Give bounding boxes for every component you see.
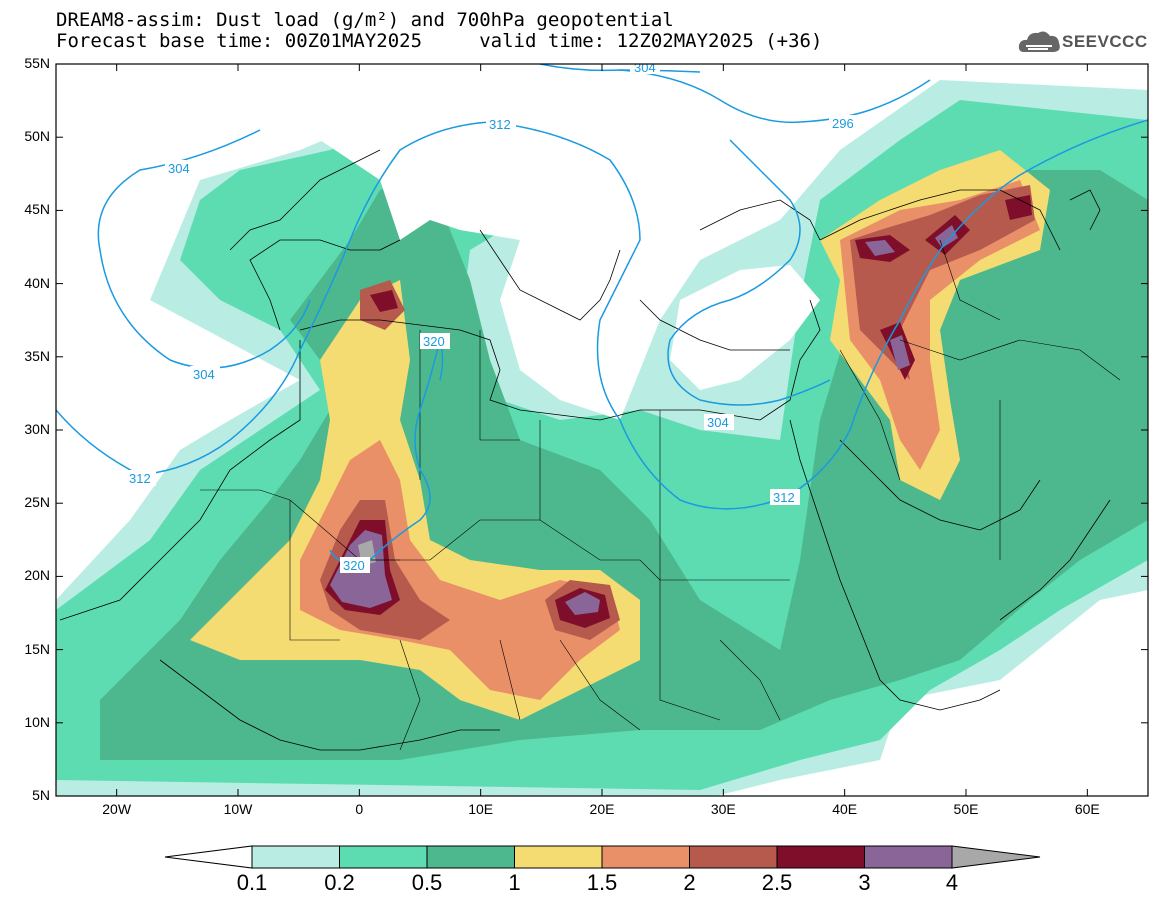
map-title: DREAM8-assim: Dust load (g/m²) and 700hP… (56, 9, 674, 31)
lat-tick-label: 40N (24, 274, 50, 291)
lon-tick-label: 30E (710, 801, 736, 817)
lat-tick-label: 35N (24, 347, 50, 364)
map-subtitle: Forecast base time: 00Z01MAY2025 valid t… (56, 30, 823, 52)
low-dust-europe (300, 64, 810, 420)
lon-tick-label: 10E (468, 801, 494, 817)
low-dust-turkey (670, 265, 820, 390)
lat-tick-label: 10N (24, 713, 50, 730)
contour-labels: 304 312 296 304 320 304 312 304 312 320 (126, 60, 859, 573)
contour-label-296: 296 (832, 116, 854, 131)
seevccc-logo: SEEVCCC (1018, 26, 1158, 58)
contour-312-west (56, 119, 1148, 510)
lon-tick-label: 60E (1074, 801, 1100, 817)
dust-level-2.5 (325, 195, 1032, 628)
colorbar-label: 0.2 (324, 870, 355, 895)
contour-label-320b: 320 (343, 558, 365, 573)
coastlines (59, 149, 1111, 751)
logo-text: SEEVCCC (1062, 32, 1148, 51)
colorbar-box (426, 845, 515, 869)
lat-tick-label: 55N (24, 55, 50, 71)
lon-tick-label: 20W (102, 801, 132, 817)
lat-tick-label: 30N (24, 421, 50, 437)
lat-tick-label: 45N (24, 201, 50, 218)
colorbar-box (251, 845, 340, 869)
contour-304-east (667, 139, 831, 406)
colorbar-box (864, 845, 953, 869)
lon-tick-label: 10W (223, 801, 253, 817)
lon-tick-label: 40E (832, 801, 858, 817)
borders (200, 239, 1121, 751)
contour-label-312a: 312 (489, 117, 511, 132)
colorbar (164, 845, 1041, 869)
colorbar-label: 0.5 (411, 870, 443, 895)
contour-label-304d: 304 (634, 60, 656, 75)
tick-marks (56, 63, 1148, 797)
lat-tick-label: 15N (24, 640, 50, 657)
dust-field: 304 312 296 304 320 304 312 304 312 320 (56, 60, 1148, 796)
colorbar-label: 1 (508, 870, 521, 895)
colorbar-high-arrow (951, 845, 1041, 869)
lon-tick-label: 20E (589, 801, 615, 817)
lon-tick-label: 50E (953, 801, 979, 817)
colorbar-label: 4 (945, 870, 959, 895)
colorbar-label: 1.5 (586, 870, 618, 895)
colorbar-label: 2 (683, 870, 696, 895)
contour-304-west (97, 129, 311, 369)
colorbar-label: 0.1 (236, 870, 268, 895)
colorbar-box (601, 845, 690, 869)
lat-tick-label: 5N (32, 787, 50, 803)
colorbar-box (514, 845, 603, 869)
lon-tick-label: 0 (355, 801, 364, 817)
contour-296 (619, 69, 931, 124)
colorbar-box (776, 845, 865, 869)
contour-label-304b: 304 (193, 367, 215, 382)
contour-label-304a: 304 (168, 161, 190, 176)
contour-304-central (539, 64, 701, 73)
cloud-icon (1018, 31, 1060, 52)
lat-tick-label: 50N (24, 128, 50, 145)
contour-label-320a: 320 (423, 334, 445, 349)
colorbar-box (339, 845, 428, 869)
contour-label-312c: 312 (773, 490, 795, 505)
colorbar-label: 3 (858, 870, 871, 895)
colorbar-label: 2.5 (761, 870, 793, 895)
contour-label-312b: 312 (129, 471, 151, 486)
colorbar-low-arrow (164, 845, 253, 869)
lat-tick-label: 25N (24, 494, 50, 511)
contour-label-304c: 304 (707, 415, 729, 430)
lat-tick-label: 20N (24, 567, 50, 584)
colorbar-box (689, 845, 778, 869)
